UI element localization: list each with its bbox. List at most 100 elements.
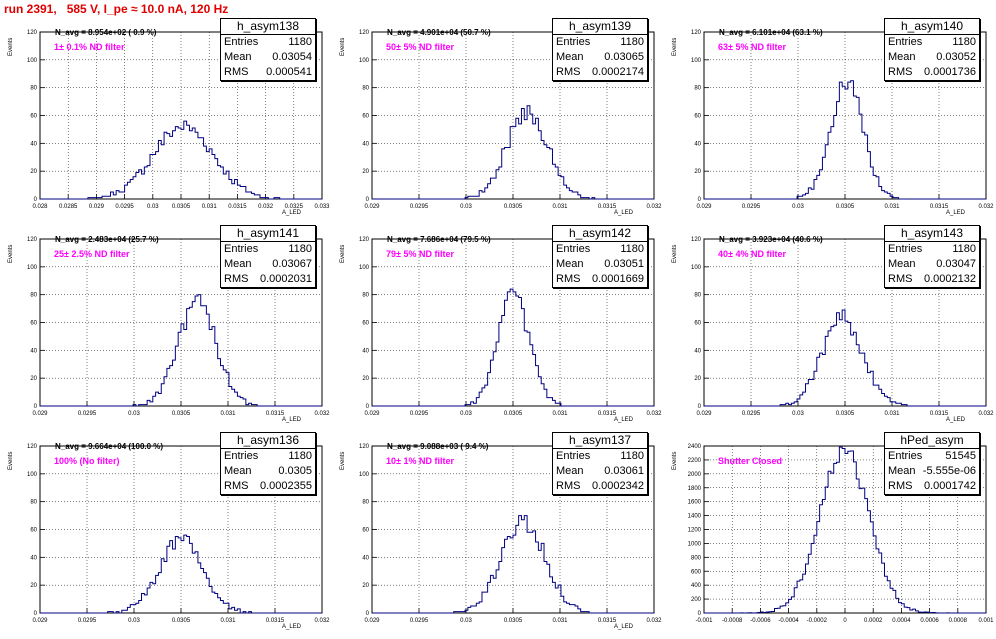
y-tick-label: 1400 [688,514,702,520]
stat-label: Mean [888,465,916,477]
y-tick-label: 0 [34,611,38,617]
x-tick-label: 0.0315 [228,204,247,210]
navg-label: N_avg = 9.664e+04 (100.0 %) [55,442,164,451]
x-tick-label: 0.0295 [742,411,761,417]
x-tick-label: 0.0315 [266,618,285,624]
x-tick-label: 0.032 [646,411,662,417]
x-tick-label: 0.031 [552,411,568,417]
histogram-panel-h_asym143: 0.029 0.0295 0.03 0.0305 0.031 0.0315 0.032 0 20… [664,225,996,432]
x-axis-label: A_LED [946,417,966,423]
filter-label: 50± 5% ND filter [386,42,454,52]
y-tick-label: 40 [362,141,369,147]
x-tick-label: -0.0006 [750,618,771,624]
x-tick-label: 0.0295 [410,618,429,624]
stat-label: Entries [224,36,259,48]
stat-value: 1180 [288,450,312,462]
x-tick-label: 0.03 [792,411,804,417]
histogram-line [372,105,654,200]
stat-rms: RMS 0.0002031 [221,272,315,287]
histogram-panel-h_asym138: 0.028 0.0285 0.029 0.0295 0.03 0.0305 0.031 0.0… [0,18,332,225]
y-tick-label: 800 [691,555,702,561]
stat-value: 0.03047 [936,258,976,270]
x-tick-label: 0.03 [147,204,159,210]
x-axis-label: A_LED [946,210,966,216]
x-axis-label: A_LED [614,210,634,216]
x-tick-label: -0.001 [695,618,713,624]
stat-rms: RMS 0.0002174 [553,65,647,80]
y-tick-label: 120 [691,30,702,36]
y-tick-label: 20 [362,169,369,175]
stat-value: 51545 [945,450,976,462]
stat-rms: RMS 0.0002132 [885,272,979,287]
x-tick-label: 0.0325 [285,204,304,210]
x-tick-label: 0.0295 [742,204,761,210]
y-tick-label: 0 [698,197,702,203]
stat-label: Mean [888,51,916,63]
x-tick-label: 0.031 [884,204,900,210]
y-axis-label: Events [8,244,14,263]
y-tick-label: 2000 [688,472,702,478]
stat-value: 1180 [620,36,644,48]
x-tick-label: 0.0295 [78,411,97,417]
stat-value: 1180 [952,36,976,48]
x-tick-label: 0.0315 [266,411,285,417]
stat-label: Entries [888,243,923,255]
y-axis-label: Events [8,37,14,56]
stat-value: 0.03054 [272,51,312,63]
stat-entries: Entries 1180 [553,35,647,50]
x-tick-label: 0.029 [32,618,48,624]
stat-value: 0.0002355 [260,480,312,492]
stat-value: 1180 [620,243,644,255]
x-tick-label: 0.031 [220,411,236,417]
stats-box: h_asym138 Entries 1180 Mean 0.03054 RMS 0.0005… [220,18,316,81]
y-tick-label: 120 [359,30,370,36]
y-axis-label: Events [672,37,678,56]
x-tick-label: 0.031 [202,204,218,210]
stat-mean: Mean -5.555e-06 [885,464,979,479]
x-tick-label: 0.0004 [892,618,911,624]
x-tick-label: 0.032 [258,204,274,210]
x-tick-label: 0.0295 [78,618,97,624]
histogram-line [372,288,654,407]
navg-label: N_avg = 9.088e+03 ( 9.4 %) [387,442,489,451]
stat-label: RMS [224,480,249,492]
x-tick-label: 0.03 [460,204,472,210]
stat-entries: Entries 1180 [221,449,315,464]
y-tick-label: 120 [359,237,370,243]
histogram-panel-h_asym137: 0.029 0.0295 0.03 0.0305 0.031 0.0315 0.032 0 20… [332,432,664,639]
histogram-line [704,309,986,407]
histogram-plot: 0.029 0.0295 0.03 0.0305 0.031 0.0315 0.032 0 20… [359,237,662,417]
histogram-name: h_asym142 [553,226,647,242]
stat-label: RMS [556,273,581,285]
stat-mean: Mean 0.03051 [553,257,647,272]
y-tick-label: 20 [694,376,701,382]
stat-value: -5.555e-06 [922,465,976,477]
navg-label: N_avg = 6.101e+04 (63.1 %) [719,28,823,37]
stats-box: h_asym140 Entries 1180 Mean 0.03052 RMS 0.0001… [884,18,980,81]
filter-label: 100% (No filter) [54,456,120,466]
histogram-name: h_asym138 [221,19,315,35]
stat-value: 0.03052 [936,51,976,63]
y-tick-label: 80 [30,293,37,299]
stat-entries: Entries 1180 [885,242,979,257]
histogram-line [704,80,986,200]
x-tick-label: 0.0305 [504,618,523,624]
histogram-line [372,515,654,614]
histogram-plot: 0.029 0.0295 0.03 0.0305 0.031 0.0315 0.032 0 20… [27,444,330,624]
stat-value: 1180 [620,450,644,462]
stat-value: 1180 [288,36,312,48]
stats-box: h_asym141 Entries 1180 Mean 0.03067 RMS 0.0002… [220,225,316,288]
filter-label: 79± 5% ND filter [386,249,454,259]
x-tick-label: 0.0002 [864,618,883,624]
filter-label: 63± 5% ND filter [718,42,786,52]
navg-label: N_avg = 7.686e+04 (79.5 %) [387,235,491,244]
x-tick-label: 0.03 [792,204,804,210]
x-tick-label: -0.0004 [778,618,799,624]
y-tick-label: 60 [30,528,37,534]
navg-label: N_avg = 2.483e+04 (25.7 %) [55,235,159,244]
x-tick-label: 0.0315 [930,411,949,417]
stat-label: Entries [888,450,923,462]
y-tick-label: 120 [27,444,38,450]
stat-mean: Mean 0.03067 [221,257,315,272]
y-tick-label: 60 [362,321,369,327]
